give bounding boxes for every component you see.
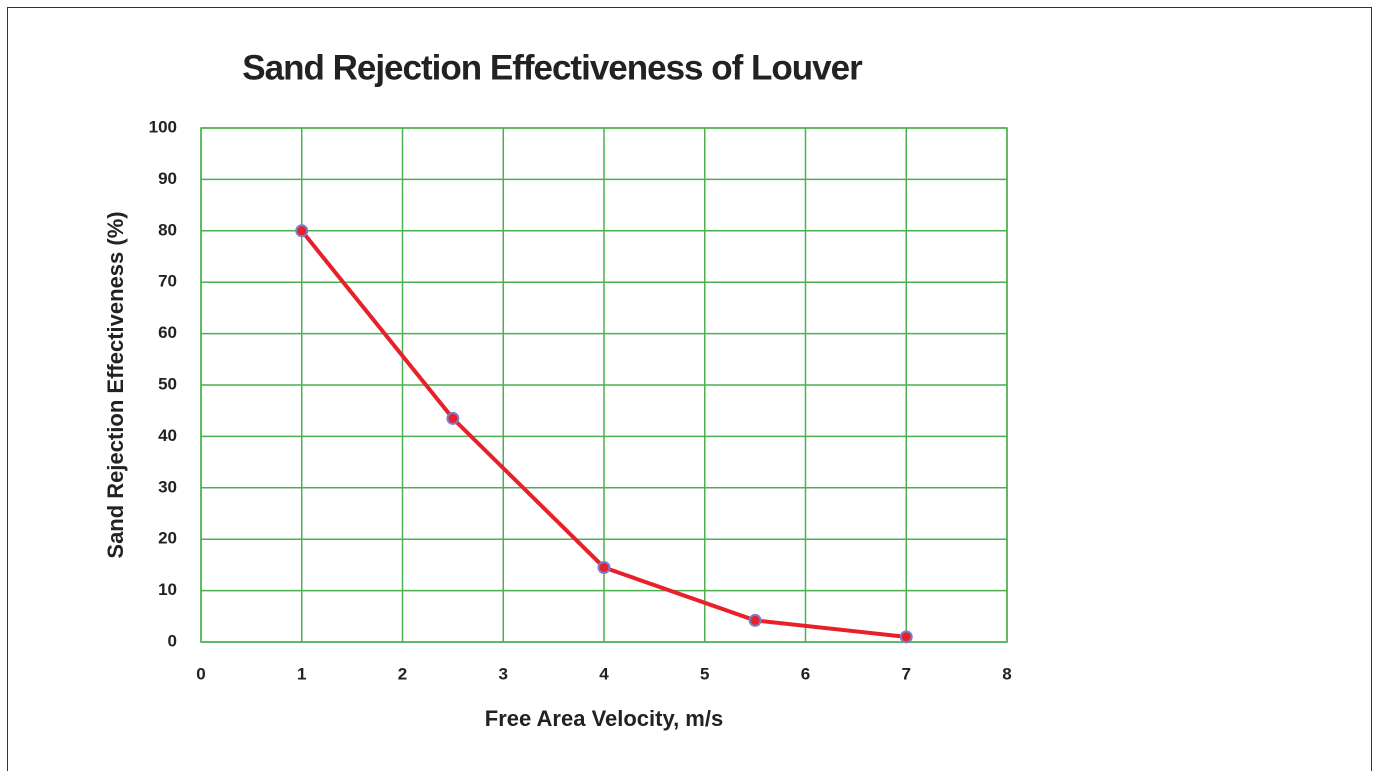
y-axis-label: Sand Rejection Effectiveness (%) — [103, 211, 128, 558]
y-tick-label: 60 — [158, 323, 177, 342]
data-point — [597, 560, 611, 574]
data-point — [446, 411, 460, 425]
chart-title: Sand Rejection Effectiveness of Louver — [242, 48, 863, 87]
x-tick-label: 1 — [297, 664, 306, 683]
x-tick-label: 6 — [801, 664, 810, 683]
y-tick-label: 30 — [158, 477, 177, 496]
y-tick-label: 100 — [149, 117, 177, 136]
y-tick-label: 90 — [158, 169, 177, 188]
x-tick-label: 5 — [700, 664, 709, 683]
y-tick-label: 20 — [158, 529, 177, 548]
data-point — [295, 224, 309, 238]
y-tick-label: 0 — [168, 631, 177, 650]
x-tick-label: 0 — [196, 664, 205, 683]
y-tick-label: 50 — [158, 374, 177, 393]
x-tick-label: 7 — [902, 664, 911, 683]
data-point — [899, 630, 913, 644]
x-axis-label: Free Area Velocity, m/s — [485, 706, 723, 731]
x-tick-label: 8 — [1002, 664, 1011, 683]
x-tick-label: 3 — [499, 664, 508, 683]
y-tick-label: 10 — [158, 580, 177, 599]
y-tick-label: 80 — [158, 220, 177, 239]
x-tick-label: 2 — [398, 664, 407, 683]
data-point — [748, 613, 762, 627]
y-tick-label: 40 — [158, 426, 177, 445]
x-tick-label: 4 — [599, 664, 609, 683]
y-tick-label: 70 — [158, 272, 177, 291]
